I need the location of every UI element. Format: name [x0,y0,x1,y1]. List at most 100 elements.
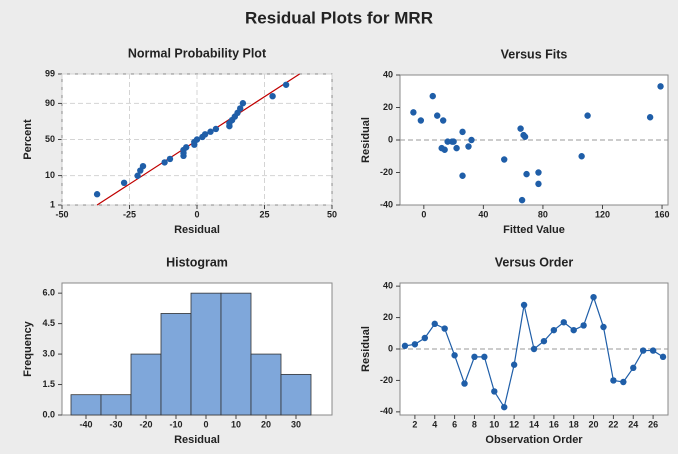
point [421,334,429,342]
y-tick-label: 99 [45,68,55,78]
bar [220,292,252,416]
point [429,92,436,100]
x-tick-label: 160 [655,209,670,219]
subplot-title: Versus Fits [501,47,568,61]
x-tick-label: -20 [139,419,152,429]
point [521,133,529,140]
x-tick-label: 6 [452,419,457,429]
point [530,345,538,353]
y-tick-label: 1.5 [42,379,55,389]
point [471,353,478,361]
x-tick-label: -40 [79,419,92,429]
x-tick-label: 20 [589,419,599,429]
point [550,326,558,334]
y-tick-label: 6.0 [42,288,55,298]
x-tick-label: -10 [169,419,182,429]
point [269,92,276,100]
y-axis-label: Frequency [22,320,34,377]
bar [190,292,222,416]
x-tick-label: 26 [648,419,658,429]
y-tick-label: 40 [383,281,393,291]
point [518,196,526,204]
x-tick-label: 20 [261,419,271,429]
point [201,131,209,138]
bar [280,373,312,416]
point [659,353,667,361]
x-tick-label: -50 [55,209,68,219]
point [183,144,190,151]
point [444,138,451,145]
y-tick-label: 90 [45,98,55,108]
point [417,117,425,124]
point [441,146,448,153]
point [560,319,567,326]
x-tick-label: 4 [432,419,437,429]
point [282,81,290,88]
point [459,172,466,179]
point [459,128,466,136]
point [481,353,488,361]
point [584,112,591,119]
x-axis-label: Residual [174,224,220,236]
x-tick-label: 80 [538,209,548,219]
y-tick-label: 0.0 [42,409,55,419]
point [93,191,101,198]
point [212,125,220,133]
point [639,347,647,354]
point [523,170,530,178]
subplot-title: Histogram [166,255,228,269]
point [166,155,174,163]
y-tick-label: 10 [45,170,55,180]
y-tick-label: 0 [388,134,393,144]
point [439,117,447,124]
point [453,144,460,152]
y-tick-label: 3.0 [42,348,55,358]
bar [70,394,102,416]
x-tick-label: 24 [628,419,638,429]
point [535,180,542,188]
point [501,403,508,411]
point [646,114,654,121]
point [510,361,518,368]
point [120,179,128,187]
point [451,352,458,359]
subplot-title: Normal Probability Plot [128,46,267,60]
point [139,162,147,170]
y-axis-label: Residual [360,117,372,163]
x-axis-label: Residual [174,434,220,446]
point [649,347,657,354]
x-tick-label: 30 [291,419,301,429]
x-tick-label: 16 [549,419,559,429]
point [441,325,448,332]
point [540,337,548,345]
point [578,153,585,160]
x-tick-label: 14 [529,419,539,429]
x-tick-label: 0 [194,209,199,219]
x-axis-label: Fitted Value [503,224,565,236]
point [657,83,664,90]
point [501,156,508,163]
x-tick-label: 8 [472,419,477,429]
point [610,377,617,384]
y-axis-label: Percent [22,119,34,160]
y-tick-label: -40 [380,199,393,209]
point [620,378,627,386]
x-tick-label: 22 [608,419,618,429]
point [401,342,409,350]
point [600,323,607,331]
bar [130,353,162,416]
point [517,125,524,132]
x-tick-label: 10 [231,419,241,429]
point [520,301,528,309]
point [450,138,457,145]
point [207,128,214,135]
y-axis-label: Residual [360,326,372,372]
x-tick-label: 25 [259,209,269,219]
x-tick-label: -25 [123,209,136,219]
point [237,105,244,112]
point [411,341,419,348]
x-tick-label: 10 [489,419,499,429]
point [239,100,247,107]
point [434,112,441,119]
